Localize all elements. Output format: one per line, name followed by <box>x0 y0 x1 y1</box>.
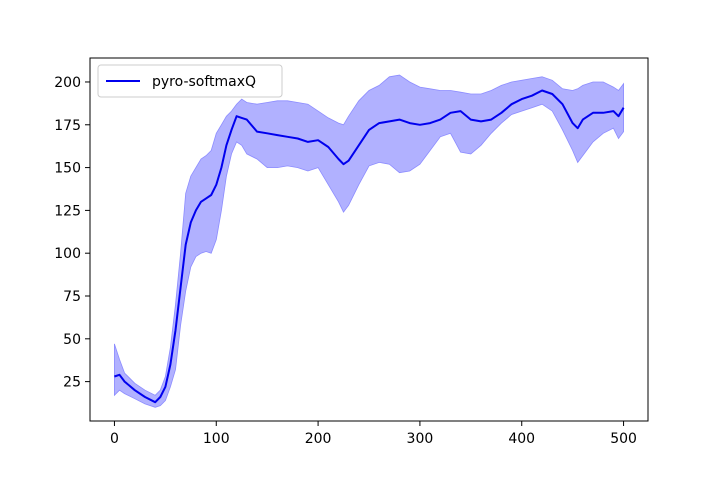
y-tick-label: 175 <box>54 118 81 134</box>
x-tick-label: 500 <box>610 431 637 447</box>
x-tick-label: 300 <box>407 431 434 447</box>
legend: pyro-softmaxQ <box>97 64 283 98</box>
y-tick-label: 100 <box>54 246 81 262</box>
y-tick-label: 50 <box>63 332 81 348</box>
y-tick-label: 150 <box>54 161 81 177</box>
x-tick-label: 400 <box>508 431 535 447</box>
y-tick-label: 200 <box>54 75 81 91</box>
x-tick-label: 200 <box>305 431 332 447</box>
legend-label: pyro-softmaxQ <box>152 74 256 90</box>
y-tick-label: 25 <box>63 375 81 391</box>
x-tick-label: 0 <box>110 431 119 447</box>
series-line-pyro-softmaxQ <box>114 89 625 404</box>
series-confidence-band <box>114 74 624 408</box>
x-tick-label: 100 <box>203 431 230 447</box>
plot-area-frame <box>89 57 649 422</box>
y-tick-label: 125 <box>54 203 81 219</box>
y-tick-label: 75 <box>63 289 81 305</box>
legend-box <box>97 64 283 98</box>
